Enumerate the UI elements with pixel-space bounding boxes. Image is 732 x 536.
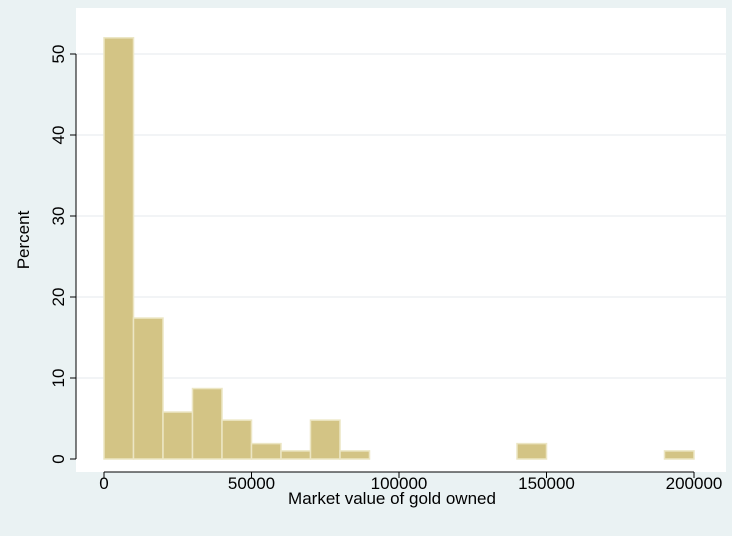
y-ticks: 0 10 20 30 40 50 [49,45,76,464]
histogram-bar [339,450,371,460]
x-tick-label: 50000 [228,474,275,493]
y-tick-label: 0 [49,454,68,463]
x-tick-label: 200000 [666,474,723,493]
y-tick-label: 40 [49,126,68,145]
histogram-bar [309,419,341,460]
histogram-bar [162,411,194,460]
x-ticks: 0 50000 100000 150000 200000 [99,472,722,493]
x-tick-label: 150000 [518,474,575,493]
x-tick-label: 0 [99,474,108,493]
histogram-bar [132,317,164,460]
y-axis-label: Percent [14,210,33,269]
bars [103,37,695,460]
histogram-bar [663,450,695,460]
x-axis-label: Market value of gold owned [288,489,496,508]
histogram-bar [250,442,282,460]
y-tick-label: 20 [49,288,68,307]
histogram-bar [103,37,135,460]
histogram-bar [221,419,253,460]
plot-background [76,8,726,472]
y-tick-label: 10 [49,369,68,388]
y-tick-label: 50 [49,45,68,64]
gridlines [76,53,726,379]
histogram-bar [280,450,312,460]
histogram-bar [191,387,223,460]
y-tick-label: 30 [49,207,68,226]
histogram-bar [516,442,548,460]
x-tick-label: 100000 [371,474,428,493]
